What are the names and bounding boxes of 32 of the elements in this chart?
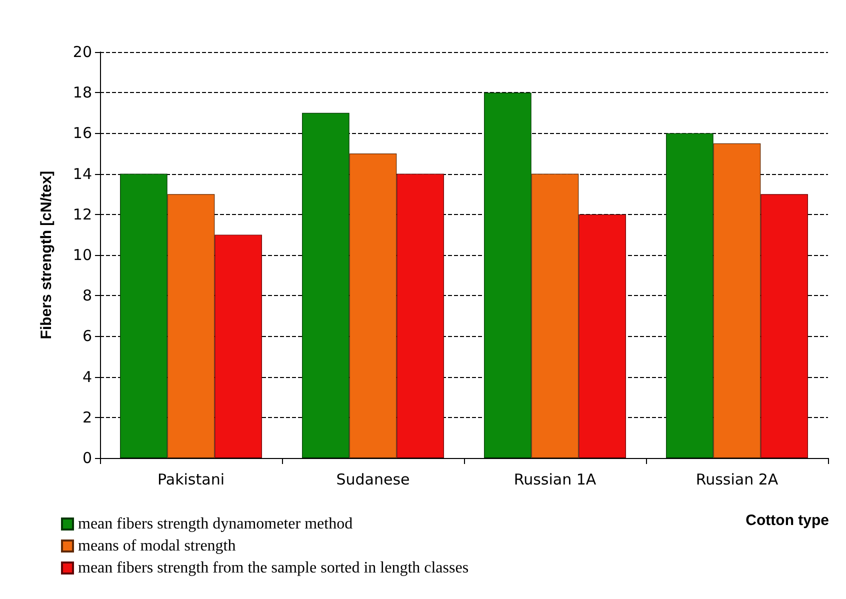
legend-label: mean fibers strength from the sample sorted in length classes <box>78 560 469 576</box>
y-axis-title: Fibers strength [cN/tex] <box>38 170 55 340</box>
y-tick-label: 2 <box>82 408 92 426</box>
bar <box>484 92 532 458</box>
bar <box>302 112 350 458</box>
bar <box>578 214 626 458</box>
y-tick-label: 14 <box>72 164 92 183</box>
bar <box>120 174 168 458</box>
y-tick-label: 10 <box>72 246 92 264</box>
bar <box>713 143 761 458</box>
x-axis-title: Cotton type <box>746 512 830 529</box>
x-tick-label: Russian 1A <box>514 470 597 488</box>
y-tick-label: 20 <box>72 43 92 61</box>
y-tick-label: 4 <box>82 368 92 386</box>
x-tick-label: Sudanese <box>336 470 410 488</box>
bar <box>396 174 444 458</box>
y-tick-label: 18 <box>72 84 92 102</box>
bar <box>531 174 579 458</box>
y-tick-label: 16 <box>72 124 92 142</box>
bar <box>760 194 808 458</box>
bar <box>349 154 397 458</box>
y-tick-label: 0 <box>82 449 92 467</box>
bar <box>666 133 714 458</box>
legend-label: mean fibers strength dynamometer method <box>78 516 353 532</box>
bar <box>167 194 215 458</box>
x-tick-label: Pakistani <box>158 470 224 488</box>
legend-label: means of modal strength <box>78 538 236 554</box>
x-tick-label: Russian 2A <box>696 470 779 488</box>
y-tick-label: 12 <box>72 205 92 224</box>
y-tick-label: 6 <box>82 327 92 346</box>
y-tick-label: 8 <box>82 286 92 305</box>
bar <box>214 234 262 458</box>
